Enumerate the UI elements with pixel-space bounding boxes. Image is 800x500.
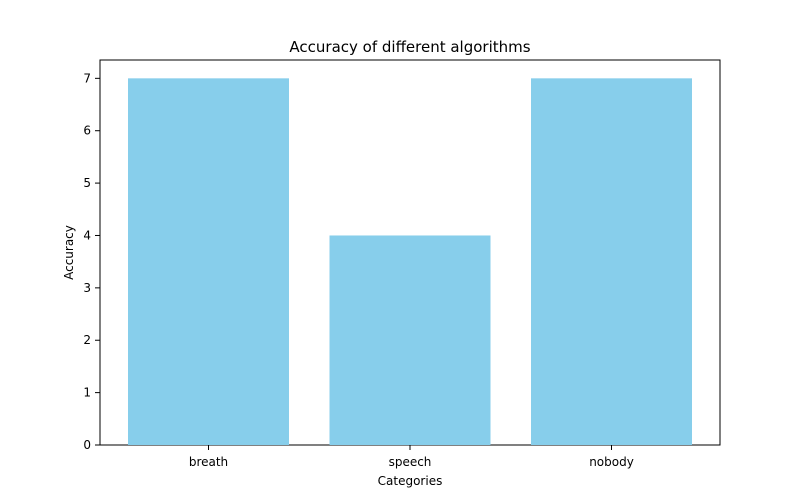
x-axis-label: Categories: [378, 474, 443, 488]
bar-breath: [128, 78, 289, 445]
x-tick-label: breath: [189, 455, 228, 469]
chart-title: Accuracy of different algorithms: [289, 38, 530, 56]
bar-nobody: [531, 78, 692, 445]
y-tick-label: 2: [83, 333, 91, 347]
y-axis-ticks: 0 1 2 3 4 5 6 7: [83, 71, 100, 452]
bar-speech: [329, 235, 491, 445]
y-tick-label: 5: [83, 176, 91, 190]
y-axis-label: Accuracy: [62, 225, 76, 280]
x-axis-ticks: breath speech nobody: [189, 445, 634, 469]
y-tick-label: 4: [83, 228, 91, 242]
bars-group: [128, 78, 692, 445]
y-tick-label: 1: [83, 386, 91, 400]
plot-area: breath speech nobody 0 1 2 3 4 5 6 7: [83, 59, 721, 469]
y-tick-label: 7: [83, 71, 91, 85]
y-tick-label: 0: [83, 438, 91, 452]
x-tick-label: nobody: [589, 455, 634, 469]
x-tick-label: speech: [389, 455, 432, 469]
y-tick-label: 6: [83, 124, 91, 138]
y-tick-label: 3: [83, 281, 91, 295]
